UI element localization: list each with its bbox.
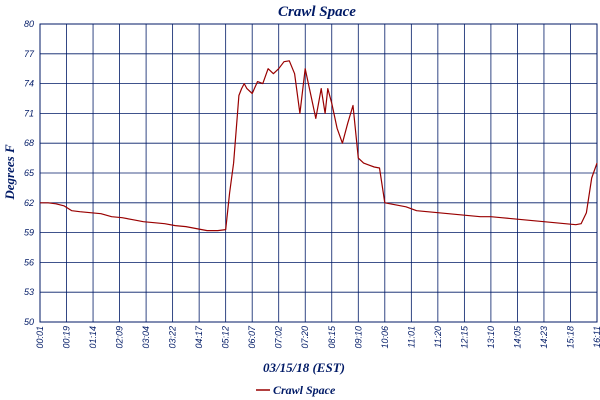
y-tick-label: 65 [24, 168, 35, 178]
y-tick-label: 68 [24, 138, 34, 148]
x-tick-label: 07:02 [274, 326, 284, 349]
x-tick-label: 00:19 [62, 326, 72, 349]
series-layer [40, 60, 598, 232]
x-axis-label: 03/15/18 (EST) [263, 360, 345, 375]
y-tick-label: 71 [24, 108, 34, 118]
legend-label: Crawl Space [273, 383, 336, 397]
legend: Crawl Space [256, 383, 336, 397]
y-tick-label: 59 [24, 228, 34, 238]
y-tick-label: 77 [24, 49, 35, 59]
x-tick-label: 00:01 [35, 326, 45, 349]
x-tick-label: 11:01 [406, 326, 416, 348]
x-tick-label: 04:17 [194, 325, 204, 349]
x-tick-label: 14:05 [512, 325, 522, 349]
y-axis-label: Degrees F [2, 144, 17, 201]
y-tick-label: 74 [24, 79, 34, 89]
y-tick-label: 56 [24, 257, 34, 267]
x-tick-label: 13:10 [486, 326, 496, 349]
series-line-crawl-space [40, 60, 598, 232]
x-tick-label: 14:23 [539, 326, 549, 349]
x-tick-label: 01:14 [88, 326, 98, 349]
x-tick-label: 15:18 [565, 326, 575, 349]
x-tick-label: 16:11 [592, 326, 600, 348]
x-tick-label: 09:10 [353, 326, 363, 349]
x-tick-label: 06:07 [247, 325, 257, 349]
x-tick-label: 08:15 [327, 325, 337, 349]
chart-title: Crawl Space [278, 4, 356, 20]
y-tick-label: 80 [24, 19, 34, 29]
grid [39, 23, 598, 323]
x-tick-label: 02:09 [115, 326, 125, 349]
x-tick-label: 03:04 [141, 326, 151, 349]
x-tick-label: 03:22 [168, 326, 178, 349]
x-tick-label: 05:12 [221, 326, 231, 349]
x-tick-label: 07:20 [300, 326, 310, 349]
x-tick-label: 11:20 [433, 326, 443, 348]
y-axis-ticks: 50 53 56 59 62 65 68 71 74 77 80 [24, 19, 35, 327]
x-axis-ticks: 00:01 00:19 01:14 02:09 03:04 03:22 04:17 05:12… [35, 325, 600, 349]
y-tick-label: 62 [24, 198, 34, 208]
y-tick-label: 53 [24, 287, 34, 297]
x-tick-label: 10:06 [380, 326, 390, 349]
y-tick-label: 50 [24, 317, 34, 327]
x-tick-label: 12:15 [459, 325, 469, 349]
